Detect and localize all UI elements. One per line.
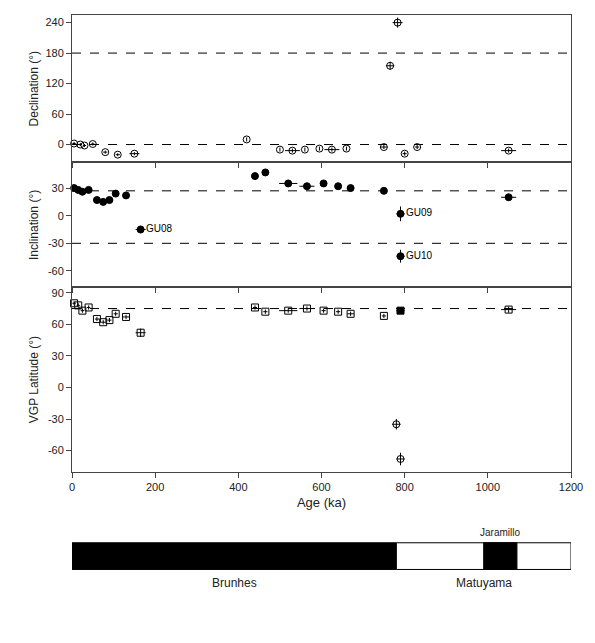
svg-text:GU09: GU09 — [406, 207, 433, 218]
svg-text:GU10: GU10 — [406, 250, 433, 261]
svg-text:60: 60 — [52, 318, 64, 330]
svg-text:60: 60 — [52, 108, 64, 120]
svg-text:-60: -60 — [48, 444, 64, 456]
svg-text:Inclination (°): Inclination (°) — [27, 190, 41, 260]
svg-text:30: 30 — [52, 350, 64, 362]
svg-text:0: 0 — [58, 381, 64, 393]
svg-text:600: 600 — [312, 481, 330, 493]
svg-text:-60: -60 — [48, 265, 64, 277]
svg-text:-30: -30 — [48, 413, 64, 425]
svg-text:400: 400 — [229, 481, 247, 493]
svg-text:Matuyama: Matuyama — [456, 576, 512, 590]
svg-text:1000: 1000 — [476, 481, 500, 493]
svg-text:120: 120 — [45, 77, 63, 89]
svg-text:Age (ka): Age (ka) — [297, 495, 346, 510]
svg-text:1200: 1200 — [559, 481, 583, 493]
svg-text:Jaramillo: Jaramillo — [480, 527, 520, 538]
svg-text:90: 90 — [52, 287, 64, 299]
svg-text:Brunhes: Brunhes — [212, 576, 257, 590]
svg-text:GU08: GU08 — [146, 223, 173, 234]
svg-text:30: 30 — [52, 182, 64, 194]
svg-text:0: 0 — [69, 481, 75, 493]
svg-text:-30: -30 — [48, 237, 64, 249]
svg-text:0: 0 — [58, 210, 64, 222]
svg-text:180: 180 — [45, 47, 63, 59]
svg-text:VGP Latitude (°): VGP Latitude (°) — [27, 336, 41, 423]
svg-text:200: 200 — [146, 481, 164, 493]
svg-text:Declination (°): Declination (°) — [27, 51, 41, 127]
svg-text:240: 240 — [45, 16, 63, 28]
svg-text:0: 0 — [58, 138, 64, 150]
svg-text:800: 800 — [395, 481, 413, 493]
